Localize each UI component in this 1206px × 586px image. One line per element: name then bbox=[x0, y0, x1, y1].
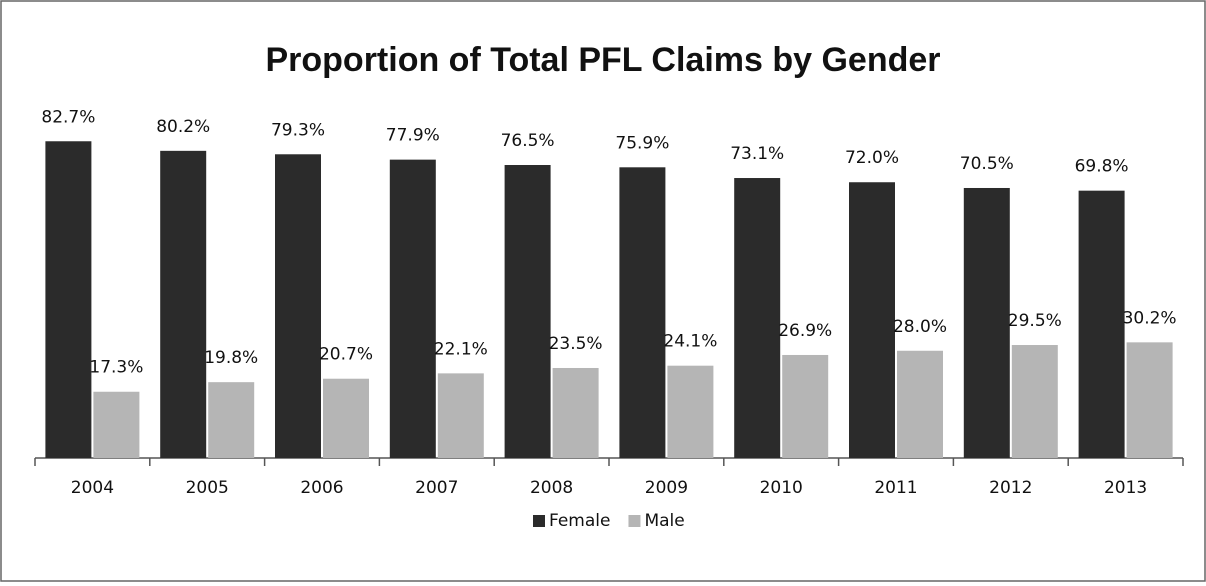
data-label: 28.0% bbox=[893, 317, 947, 337]
data-label: 76.5% bbox=[501, 131, 555, 151]
bar bbox=[1011, 345, 1058, 458]
data-label: 69.8% bbox=[1075, 157, 1129, 177]
bar bbox=[275, 154, 321, 458]
data-label: 79.3% bbox=[271, 120, 325, 140]
data-label: 23.5% bbox=[549, 334, 603, 354]
data-label: 29.5% bbox=[1008, 311, 1062, 331]
bar bbox=[552, 367, 599, 458]
bar bbox=[1126, 342, 1173, 458]
bar bbox=[897, 350, 943, 458]
bar bbox=[45, 141, 92, 458]
data-label: 80.2% bbox=[156, 117, 210, 137]
x-tick-label: 2011 bbox=[874, 478, 917, 498]
bar bbox=[734, 178, 781, 459]
data-label: 82.7% bbox=[41, 107, 95, 127]
bar bbox=[782, 354, 829, 458]
legend-swatch bbox=[533, 515, 545, 527]
data-label: 24.1% bbox=[663, 332, 717, 352]
bar bbox=[619, 167, 666, 459]
legend-swatch bbox=[628, 515, 641, 527]
x-tick-label: 2006 bbox=[300, 478, 343, 498]
data-label: 75.9% bbox=[615, 133, 669, 153]
legend-label: Female bbox=[549, 511, 610, 531]
bar bbox=[849, 182, 895, 459]
bar bbox=[437, 373, 484, 458]
legend-label: Male bbox=[644, 511, 684, 531]
bar bbox=[323, 378, 369, 458]
x-tick-label: 2010 bbox=[760, 478, 803, 498]
bar bbox=[667, 365, 714, 458]
data-label: 19.8% bbox=[204, 348, 258, 368]
data-label: 73.1% bbox=[730, 144, 784, 164]
x-tick-label: 2012 bbox=[989, 478, 1032, 498]
bar bbox=[963, 187, 1010, 459]
chart-title: Proportion of Total PFL Claims by Gender bbox=[265, 41, 940, 79]
data-label: 72.0% bbox=[845, 148, 899, 168]
bar bbox=[389, 159, 436, 458]
bar bbox=[208, 382, 255, 458]
bar bbox=[93, 391, 140, 458]
x-tick-label: 2008 bbox=[530, 478, 573, 498]
x-tick-label: 2009 bbox=[645, 478, 688, 498]
data-label: 20.7% bbox=[319, 345, 373, 365]
bar bbox=[1078, 190, 1125, 458]
data-label: 30.2% bbox=[1123, 308, 1177, 328]
bar bbox=[504, 165, 551, 458]
x-tick-label: 2005 bbox=[186, 478, 229, 498]
data-label: 26.9% bbox=[778, 321, 832, 341]
data-label: 17.3% bbox=[89, 358, 143, 378]
bar bbox=[160, 150, 207, 459]
x-tick-label: 2007 bbox=[415, 478, 458, 498]
x-tick-label: 2013 bbox=[1104, 478, 1147, 498]
data-label: 77.9% bbox=[386, 126, 440, 146]
data-label: 70.5% bbox=[960, 154, 1014, 174]
x-tick-label: 2004 bbox=[71, 478, 114, 498]
data-label: 22.1% bbox=[434, 339, 488, 359]
